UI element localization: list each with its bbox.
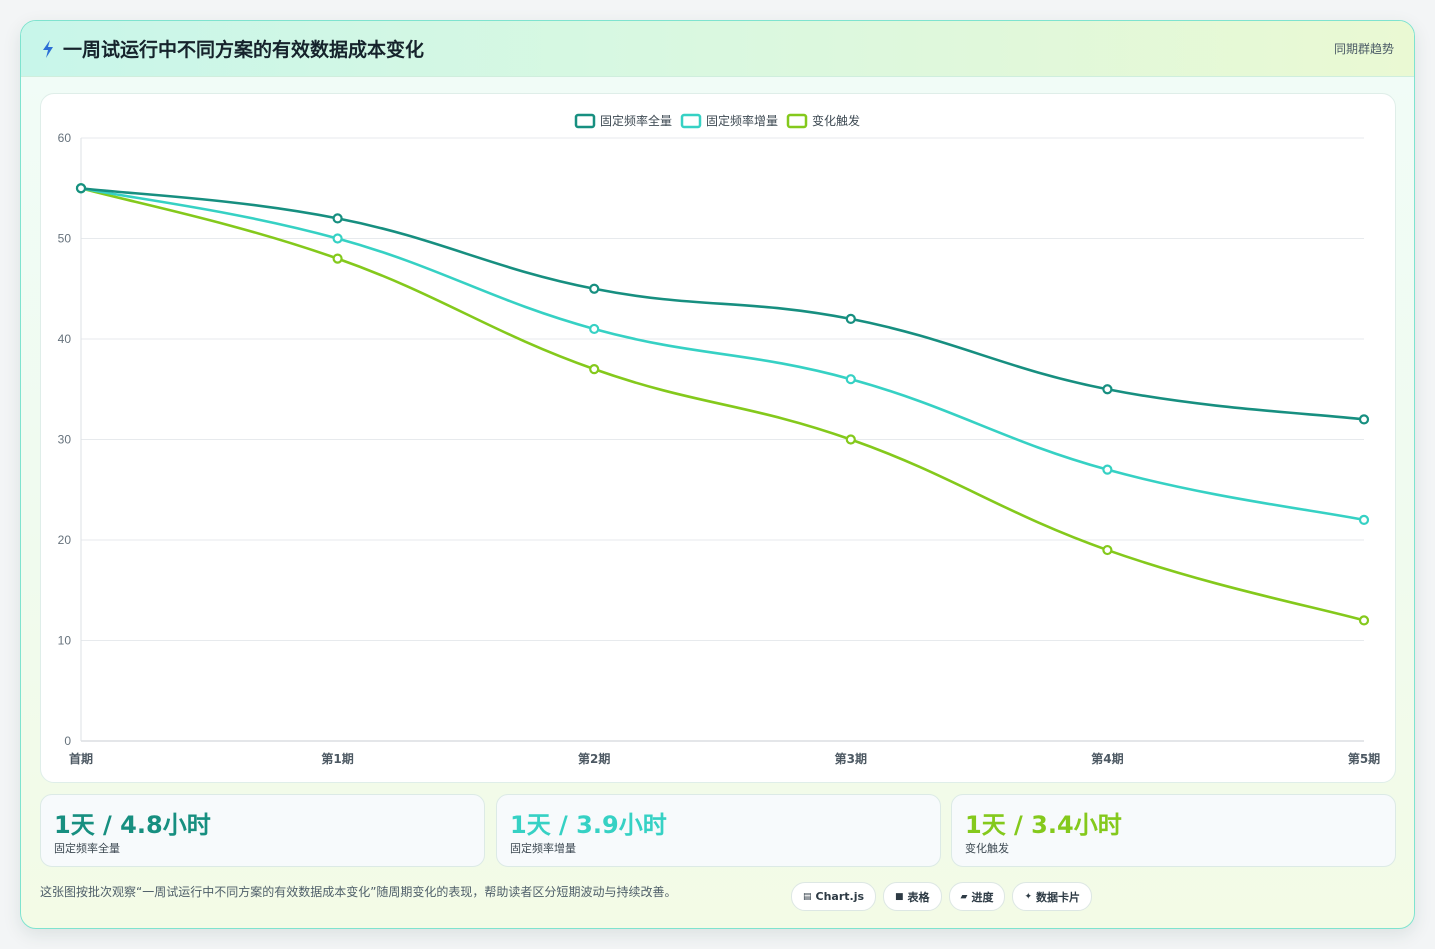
legend-label: 固定频率全量	[600, 113, 672, 128]
y-tick-label: 10	[58, 634, 72, 648]
data-point	[1102, 544, 1113, 556]
x-tick-label: 第1期	[321, 751, 353, 766]
data-point	[845, 374, 856, 385]
y-tick-label: 60	[58, 131, 72, 145]
card-icon: ✦	[1024, 891, 1033, 902]
chip-label: 进度	[971, 890, 994, 904]
y-tick-label: 30	[58, 433, 72, 447]
stat-value: 1天 / 3.9小时	[510, 811, 667, 839]
stat-value: 1天 / 3.4小时	[965, 811, 1122, 839]
y-tick-label: 20	[58, 533, 72, 547]
data-point	[845, 313, 856, 324]
page-title: 一周试运行中不同方案的有效数据成本变化	[63, 39, 425, 61]
card-header: 一周试运行中不同方案的有效数据成本变化 同期群趋势	[21, 21, 1414, 77]
data-point	[332, 253, 343, 264]
tech-chips: ▤ Chart.js ■ 表格 ▰ 进度 ✦ 数据卡片	[791, 882, 1093, 911]
legend-swatch	[680, 113, 702, 129]
chip-data-card[interactable]: ✦ 数据卡片	[1012, 882, 1093, 911]
legend-swatch	[786, 113, 808, 129]
chip-table[interactable]: ■ 表格	[883, 882, 942, 911]
data-point	[1358, 514, 1370, 525]
x-tick-label: 首期	[69, 751, 93, 766]
trend-tag: 同期群趋势	[1333, 42, 1394, 56]
stat-card-incremental: 1天 / 3.9小时 固定频率增量	[496, 794, 941, 867]
data-point	[1102, 464, 1113, 475]
stat-card-full: 1天 / 4.8小时 固定频率全量	[40, 794, 485, 867]
data-point	[1358, 414, 1370, 425]
x-tick-label: 第4期	[1091, 751, 1123, 766]
data-point	[589, 283, 600, 294]
series-line	[79, 186, 1366, 522]
chip-progress[interactable]: ▰ 进度	[948, 882, 1006, 911]
chart-description: 这张图按批次观察“一周试运行中不同方案的有效数据成本变化”随周期变化的表现，帮助…	[40, 885, 677, 899]
stat-label: 固定频率全量	[54, 842, 120, 855]
series-line	[79, 186, 1366, 421]
data-point	[589, 323, 600, 335]
legend-label: 变化触发	[812, 113, 860, 128]
data-point	[589, 364, 600, 375]
chip-label: 表格	[907, 890, 930, 904]
chart-card: 一周试运行中不同方案的有效数据成本变化 同期群趋势 0 10 20 30 40 50 60 首…	[20, 20, 1415, 929]
data-point	[1102, 384, 1113, 395]
table-icon: ■	[895, 891, 904, 902]
progress-icon: ▰	[960, 891, 968, 902]
data-point	[332, 233, 343, 244]
legend-label: 固定频率增量	[706, 113, 778, 128]
stat-card-triggered: 1天 / 3.4小时 变化触发	[951, 794, 1396, 867]
data-point	[845, 434, 856, 445]
chart-panel: 0 10 20 30 40 50 60 首期 第1期 第2期 第3期 第4期 第5期 固定频率全量 固定频率…	[40, 93, 1396, 783]
stat-value: 1天 / 4.8小时	[54, 811, 211, 839]
data-point	[1358, 615, 1370, 626]
x-tick-label: 第2期	[578, 751, 610, 766]
stat-label: 变化触发	[965, 842, 1009, 855]
chart-icon: ▤	[803, 891, 812, 902]
series-line	[79, 186, 1366, 622]
chip-label: Chart.js	[815, 890, 865, 903]
y-tick-label: 0	[64, 734, 71, 748]
lightning-icon	[43, 40, 53, 58]
chip-label: 数据卡片	[1036, 890, 1081, 904]
stat-label: 固定频率增量	[510, 842, 576, 855]
data-point	[75, 183, 87, 194]
x-tick-label: 第5期	[1348, 751, 1380, 766]
chip-chartjs[interactable]: ▤ Chart.js	[791, 882, 877, 911]
line-chart: 0 10 20 30 40 50 60 首期 第1期 第2期 第3期 第4期 第5期 固定频率全量 固定频率…	[58, 113, 1381, 766]
legend-swatch	[574, 113, 596, 129]
x-tick-label: 第3期	[835, 751, 867, 766]
data-point	[332, 213, 343, 224]
y-tick-label: 40	[58, 332, 72, 346]
y-tick-label: 50	[58, 232, 72, 246]
